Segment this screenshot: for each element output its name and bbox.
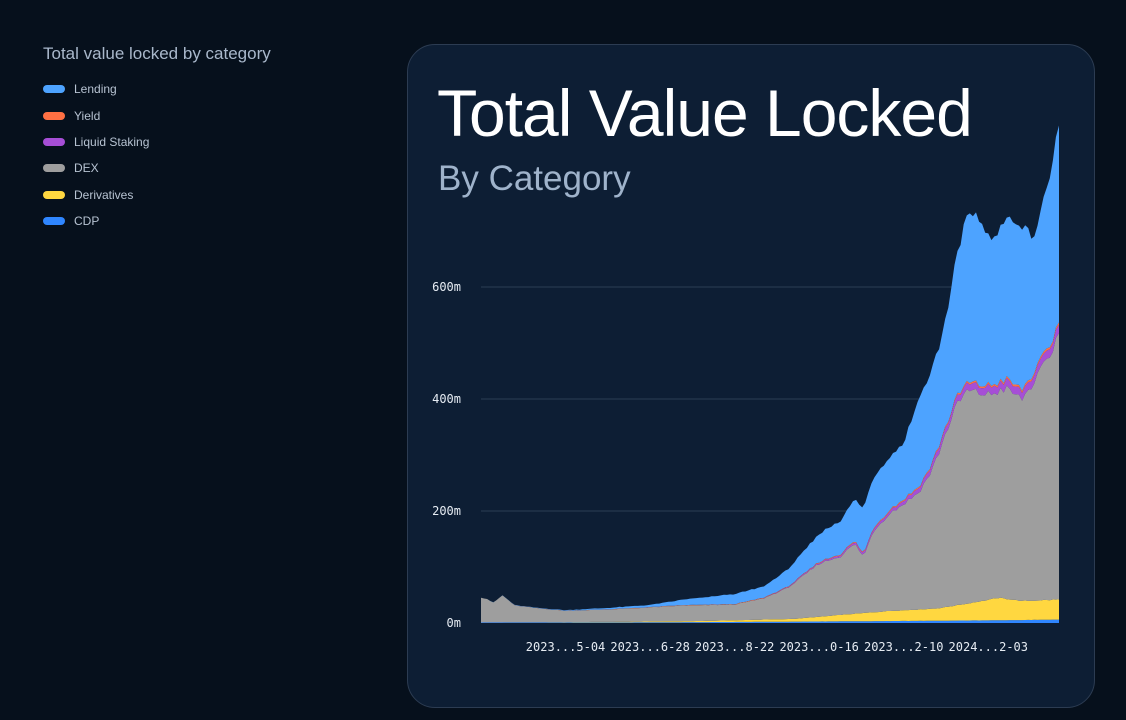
legend-swatch: [43, 164, 65, 173]
legend-item[interactable]: Lending: [43, 76, 363, 102]
legend-item[interactable]: DEX: [43, 155, 363, 181]
x-tick-label: 2023...5-04: [526, 640, 605, 654]
series-area-lending: [481, 125, 1059, 611]
x-tick-label: 2023...0-16: [779, 640, 858, 654]
x-tick-label: 2023...6-28: [610, 640, 689, 654]
y-tick-label: 600m: [432, 280, 461, 294]
legend-swatch: [43, 85, 65, 94]
x-tick-label: 2024...2-03: [949, 640, 1028, 654]
chart-subtitle: By Category: [438, 159, 631, 198]
series-area-dex: [481, 333, 1059, 623]
chart-card: Total Value Locked By Category 0m 200m 400…: [407, 44, 1095, 708]
legend-label: Liquid Staking: [74, 134, 150, 149]
y-tick-label: 400m: [432, 392, 461, 406]
legend-swatch: [43, 137, 65, 146]
legend-list: Lending Yield Liquid Staking DEX Derivatives…: [43, 76, 363, 234]
legend-swatch: [43, 111, 65, 120]
legend-item[interactable]: Liquid Staking: [43, 129, 363, 155]
chart-title: Total Value Locked: [437, 76, 973, 150]
series-area-cdp: [481, 619, 1059, 623]
legend-item[interactable]: Derivatives: [43, 182, 363, 208]
x-tick-label: 2023...8-22: [695, 640, 774, 654]
chart-plot: 0m 200m 400m 600m 2023...5-04 2023...6-28 2023…: [432, 125, 1059, 654]
legend-label: DEX: [74, 161, 99, 176]
legend-label: CDP: [74, 214, 100, 229]
legend-swatch: [43, 190, 65, 199]
y-tick-label: 200m: [432, 504, 461, 518]
legend-item[interactable]: Yield: [43, 102, 363, 128]
series-area-derivatives: [481, 597, 1059, 623]
x-tick-label: 2023...2-10: [864, 640, 943, 654]
legend-label: Derivatives: [74, 187, 134, 202]
legend-item[interactable]: CDP: [43, 208, 363, 234]
legend-title: Total value locked by category: [43, 44, 271, 63]
legend-label: Yield: [74, 108, 101, 123]
legend-swatch: [43, 217, 65, 226]
y-tick-label: 0m: [447, 616, 461, 630]
legend-label: Lending: [74, 82, 117, 97]
legend: Total value locked by category Lending Yi…: [43, 44, 363, 234]
